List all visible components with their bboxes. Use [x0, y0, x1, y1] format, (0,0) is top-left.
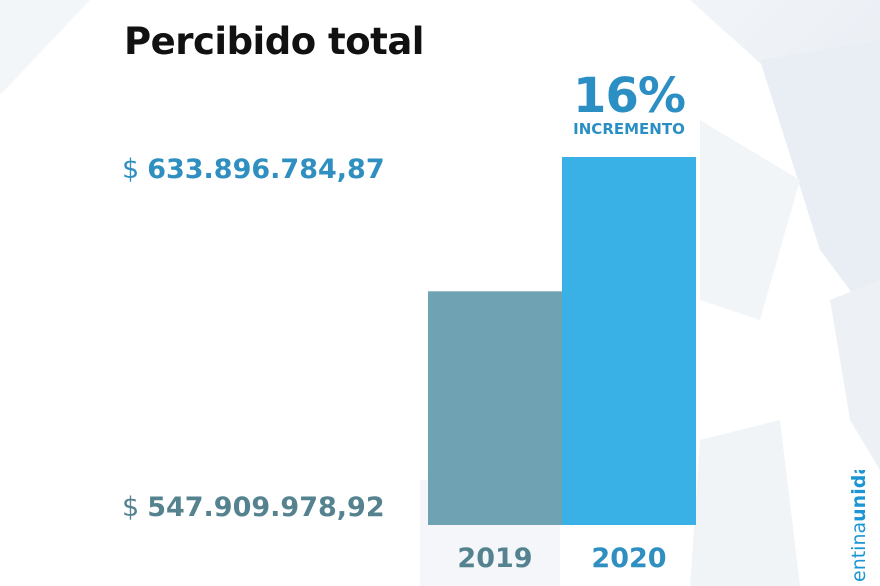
brand-logo: entinaunida [848, 470, 870, 582]
increase-percent: 16% [573, 68, 686, 124]
value-label-2020-amount: 633.896.784,87 [147, 154, 385, 185]
chart-title: Percibido total [124, 20, 424, 63]
x-tick-label-2020: 2020 [591, 543, 666, 574]
currency-symbol: $ [122, 492, 140, 523]
value-label-2019: $547.909.978,92 [122, 492, 385, 523]
value-label-2019-amount: 547.909.978,92 [147, 492, 385, 523]
value-label-2020: $633.896.784,87 [122, 154, 385, 185]
bar-2020 [562, 157, 696, 525]
increase-label: INCREMENTO [573, 120, 685, 138]
x-tick-label-2019: 2019 [457, 543, 532, 574]
currency-symbol: $ [122, 154, 140, 185]
bar-2019 [428, 291, 562, 525]
